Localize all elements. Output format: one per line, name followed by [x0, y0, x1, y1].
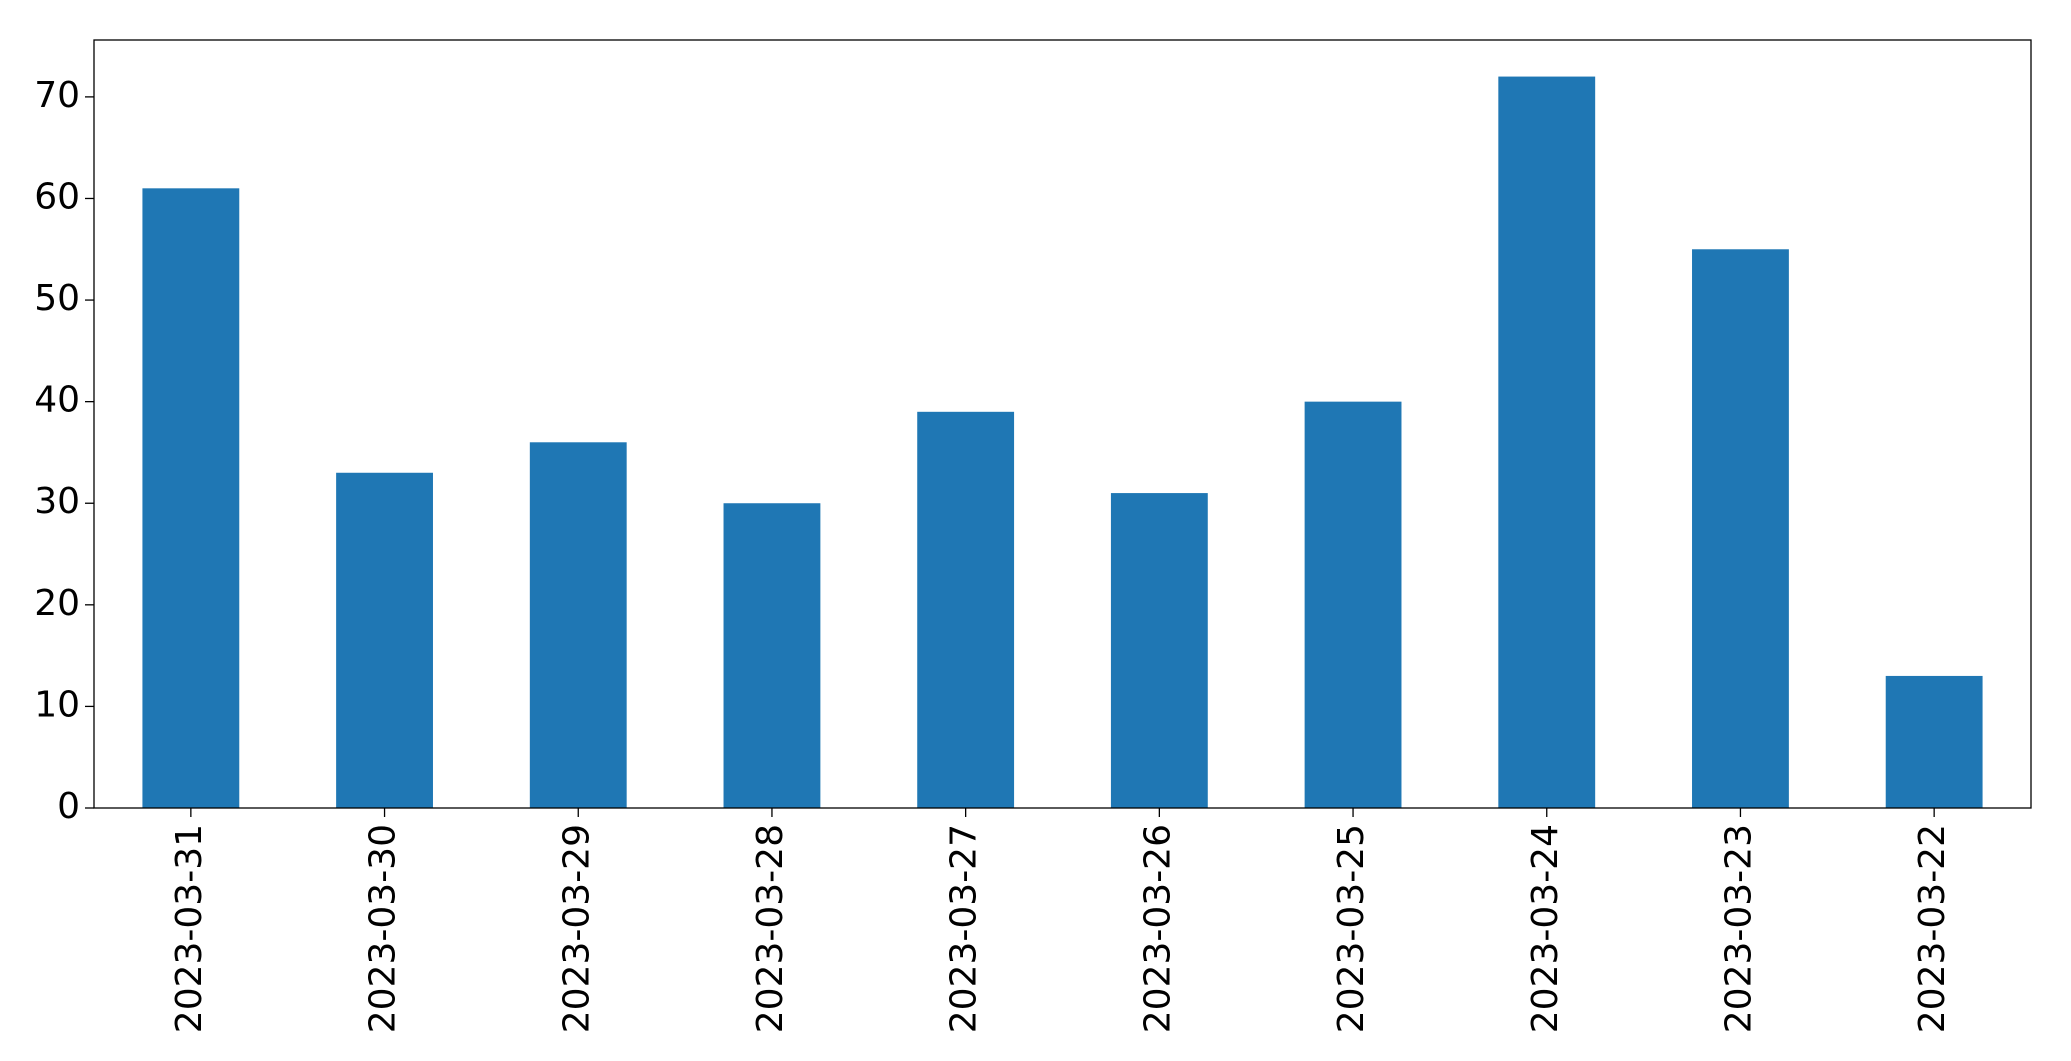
bar: [1885, 675, 1983, 808]
y-tick-label: 70: [34, 75, 80, 116]
x-tick-label: 2023-03-28: [750, 824, 791, 1033]
bar: [1110, 493, 1208, 808]
bar: [1304, 401, 1402, 808]
plot-frame: [93, 39, 2032, 809]
x-tick-label: 2023-03-30: [363, 824, 404, 1033]
bar: [529, 442, 627, 808]
y-tick-label: 10: [34, 684, 80, 725]
bar: [142, 188, 240, 809]
bar: [1498, 76, 1596, 809]
bar: [1692, 249, 1789, 808]
y-tick-label: 0: [57, 786, 80, 827]
x-tick-label: 2023-03-24: [1525, 824, 1566, 1033]
x-tick-label: 2023-03-27: [944, 824, 985, 1033]
y-tick-label: 20: [34, 583, 80, 624]
x-tick-label: 2023-03-26: [1137, 824, 1178, 1033]
y-tick-label: 40: [34, 380, 80, 421]
x-tick-label: 2023-03-25: [1331, 824, 1372, 1033]
bar: [917, 411, 1015, 808]
bar: [723, 503, 821, 808]
x-tick-label: 2023-03-23: [1718, 824, 1759, 1033]
y-tick-label: 50: [34, 278, 80, 319]
x-tick-label: 2023-03-31: [169, 824, 210, 1033]
y-tick-label: 30: [34, 481, 80, 522]
x-tick-label: 2023-03-22: [1912, 824, 1953, 1033]
y-tick-label: 60: [34, 176, 80, 217]
bar: [336, 472, 433, 808]
x-tick-label: 2023-03-29: [556, 824, 597, 1033]
